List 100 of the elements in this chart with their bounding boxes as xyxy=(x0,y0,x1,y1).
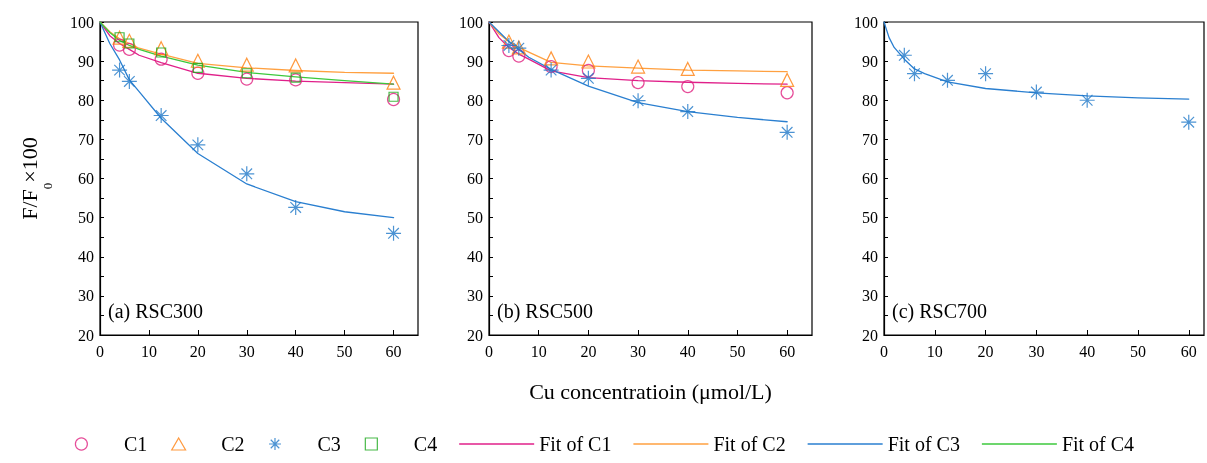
x-tick-label: 0 xyxy=(880,342,888,360)
point xyxy=(680,61,695,77)
y-tick-label: 70 xyxy=(78,130,94,148)
point xyxy=(290,72,301,83)
point xyxy=(121,73,138,90)
line-series xyxy=(99,21,395,219)
point xyxy=(1180,114,1197,131)
point xyxy=(977,65,994,82)
point xyxy=(1079,92,1096,109)
point xyxy=(289,73,303,87)
x-tick-label: 0 xyxy=(485,342,493,360)
annotation: (c) RSC700 xyxy=(892,300,987,323)
point xyxy=(630,59,646,74)
point xyxy=(111,62,128,79)
point xyxy=(190,53,205,68)
y-tick-label: 70 xyxy=(467,130,483,148)
y-tick-label: 80 xyxy=(78,91,94,109)
point xyxy=(239,57,254,72)
x-tick-label: 60 xyxy=(779,342,796,360)
legend-label: Fit of C3 xyxy=(887,433,960,455)
y-tick-label: 50 xyxy=(862,209,878,227)
point xyxy=(501,34,516,49)
point xyxy=(1028,83,1045,101)
x-tick-label: 20 xyxy=(977,342,994,360)
x-tick-label: 50 xyxy=(1129,342,1146,360)
point xyxy=(779,124,796,141)
point xyxy=(154,52,168,66)
legend-label: C4 xyxy=(413,433,438,455)
point xyxy=(631,76,645,90)
x-tick-label: 60 xyxy=(1180,342,1197,360)
y-tick-label: 40 xyxy=(467,248,483,266)
x-tick-label: 30 xyxy=(1028,342,1045,360)
y-tick-label: 30 xyxy=(467,287,483,305)
point xyxy=(906,65,923,82)
legend-label: Fit of C4 xyxy=(1061,433,1135,455)
point xyxy=(122,42,136,56)
x-tick-label: 50 xyxy=(336,342,353,360)
x-tick-label: 0 xyxy=(96,342,104,360)
point xyxy=(288,58,303,73)
y-tick-label: 80 xyxy=(467,91,483,109)
x-tick-label: 20 xyxy=(580,342,597,360)
y-tick-label: 30 xyxy=(862,287,878,305)
point xyxy=(240,72,254,86)
y-axis-title: F/F0×100 xyxy=(16,137,55,220)
point xyxy=(681,79,695,94)
line-series xyxy=(488,21,788,123)
x-axis-title: Cu concentratioin (μmol/L) xyxy=(529,378,772,404)
y-tick-label: 70 xyxy=(862,130,878,148)
x-tick-label: 30 xyxy=(630,342,647,360)
point xyxy=(679,103,696,120)
y-tick-label: 20 xyxy=(467,326,483,344)
y-tick-label: 40 xyxy=(78,248,94,266)
point xyxy=(388,91,399,102)
x-tick-label: 40 xyxy=(679,342,696,360)
legend-label: C1 xyxy=(123,433,148,455)
y-tick-label: 90 xyxy=(862,52,878,70)
y-tick-label: 20 xyxy=(862,326,878,344)
point xyxy=(191,66,205,80)
y-tick-label: 60 xyxy=(467,170,483,187)
point xyxy=(512,49,526,63)
legend-label: C3 xyxy=(317,433,341,455)
legend-label: Fit of C1 xyxy=(539,433,612,455)
y-tick-label: 90 xyxy=(78,52,94,70)
point xyxy=(238,165,255,182)
point xyxy=(543,62,560,79)
x-tick-label: 60 xyxy=(385,342,402,360)
x-tick-label: 10 xyxy=(530,342,547,360)
annotation: (a) RSC300 xyxy=(108,300,203,323)
y-tick-label: 50 xyxy=(467,209,483,227)
y-tick-label: 60 xyxy=(78,170,94,187)
x-tick-label: 10 xyxy=(140,342,157,360)
x-tick-label: 40 xyxy=(287,342,304,360)
point xyxy=(192,62,203,73)
annotation: (b) RSC500 xyxy=(497,300,594,323)
point xyxy=(896,47,913,64)
point xyxy=(386,75,401,90)
point xyxy=(241,68,252,79)
point xyxy=(386,92,401,107)
y-tick-label: 60 xyxy=(862,170,878,187)
x-tick-label: 30 xyxy=(238,342,255,360)
x-tick-label: 40 xyxy=(1079,342,1096,360)
point xyxy=(544,51,559,66)
y-tick-label: 20 xyxy=(78,326,94,344)
y-tick-label: 40 xyxy=(862,248,878,266)
point xyxy=(580,70,597,87)
y-tick-label: 30 xyxy=(78,287,94,305)
point xyxy=(287,199,304,216)
point xyxy=(500,37,517,54)
point xyxy=(154,41,169,56)
point xyxy=(189,136,206,153)
point xyxy=(629,92,647,109)
x-tick-label: 10 xyxy=(926,342,943,360)
point xyxy=(780,72,795,87)
y-tick-label: 80 xyxy=(862,91,878,109)
y-tick-label: 100 xyxy=(459,13,483,31)
point xyxy=(385,225,402,242)
legend-label: C2 xyxy=(221,433,245,455)
point xyxy=(939,72,956,89)
point xyxy=(581,54,596,69)
point xyxy=(581,63,595,78)
